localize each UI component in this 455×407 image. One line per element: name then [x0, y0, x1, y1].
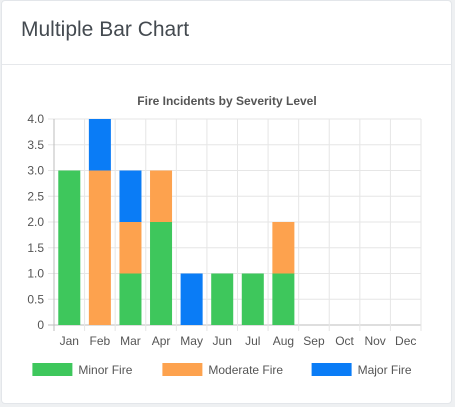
bar-moderate-fire-mar — [119, 222, 142, 274]
y-tick-label: 4.0 — [27, 112, 44, 126]
x-tick-label: Nov — [364, 334, 385, 348]
chart-bars — [58, 119, 295, 325]
bar-minor-fire-jul — [241, 273, 264, 325]
x-tick-label: May — [180, 334, 203, 348]
x-tick-label: Feb — [90, 334, 111, 348]
y-tick-label: 2.5 — [27, 189, 44, 203]
card-title: Multiple Bar Chart — [21, 18, 190, 41]
bar-minor-fire-jun — [211, 273, 234, 325]
legend-label-minor-fire[interactable]: Minor Fire — [78, 363, 132, 377]
x-tick-label: Aug — [273, 334, 294, 348]
x-tick-label: Jul — [245, 334, 260, 348]
legend-swatch-minor-fire[interactable] — [32, 363, 73, 376]
y-tick-label: 1.5 — [27, 241, 44, 255]
bar-major-fire-feb — [88, 119, 111, 171]
card-header: Multiple Bar Chart — [2, 1, 451, 65]
y-tick-label: 3.0 — [27, 164, 44, 178]
chart-title: Fire Incidents by Severity Level — [137, 94, 316, 108]
legend-swatch-moderate-fire[interactable] — [162, 363, 203, 376]
bar-minor-fire-jan — [58, 170, 81, 325]
x-tick-label: Apr — [152, 334, 171, 348]
x-tick-label: Oct — [335, 334, 354, 348]
x-tick-label: Jun — [213, 334, 232, 348]
x-tick-label: Dec — [395, 334, 416, 348]
legend-label-moderate-fire[interactable]: Moderate Fire — [208, 363, 283, 377]
bar-minor-fire-aug — [272, 273, 295, 325]
x-tick-label: Sep — [303, 334, 325, 348]
bar-minor-fire-apr — [150, 222, 173, 325]
bar-moderate-fire-feb — [88, 170, 111, 325]
y-tick-label: 2.0 — [27, 215, 44, 229]
y-tick-label: 0.5 — [27, 292, 44, 306]
bar-minor-fire-mar — [119, 273, 142, 325]
bar-moderate-fire-aug — [272, 222, 295, 274]
legend-swatch-major-fire[interactable] — [311, 363, 352, 376]
bar-moderate-fire-apr — [150, 170, 173, 222]
legend-label-major-fire[interactable]: Major Fire — [358, 363, 412, 377]
y-tick-label: 3.5 — [27, 138, 44, 152]
y-tick-label: 0 — [37, 318, 44, 332]
x-tick-label: Mar — [120, 334, 141, 348]
y-tick-label: 1.0 — [27, 267, 44, 281]
x-tick-label: Jan — [60, 334, 79, 348]
chart-legend: Minor Fire Moderate Fire Major Fire — [32, 363, 412, 377]
chart-axes: 0 0.5 1.0 1.5 2.0 2.5 3.0 3.5 4.0 Jan Feb Mar Apr May… — [27, 112, 416, 348]
bar-major-fire-may — [180, 273, 203, 325]
bar-major-fire-mar — [119, 170, 142, 222]
